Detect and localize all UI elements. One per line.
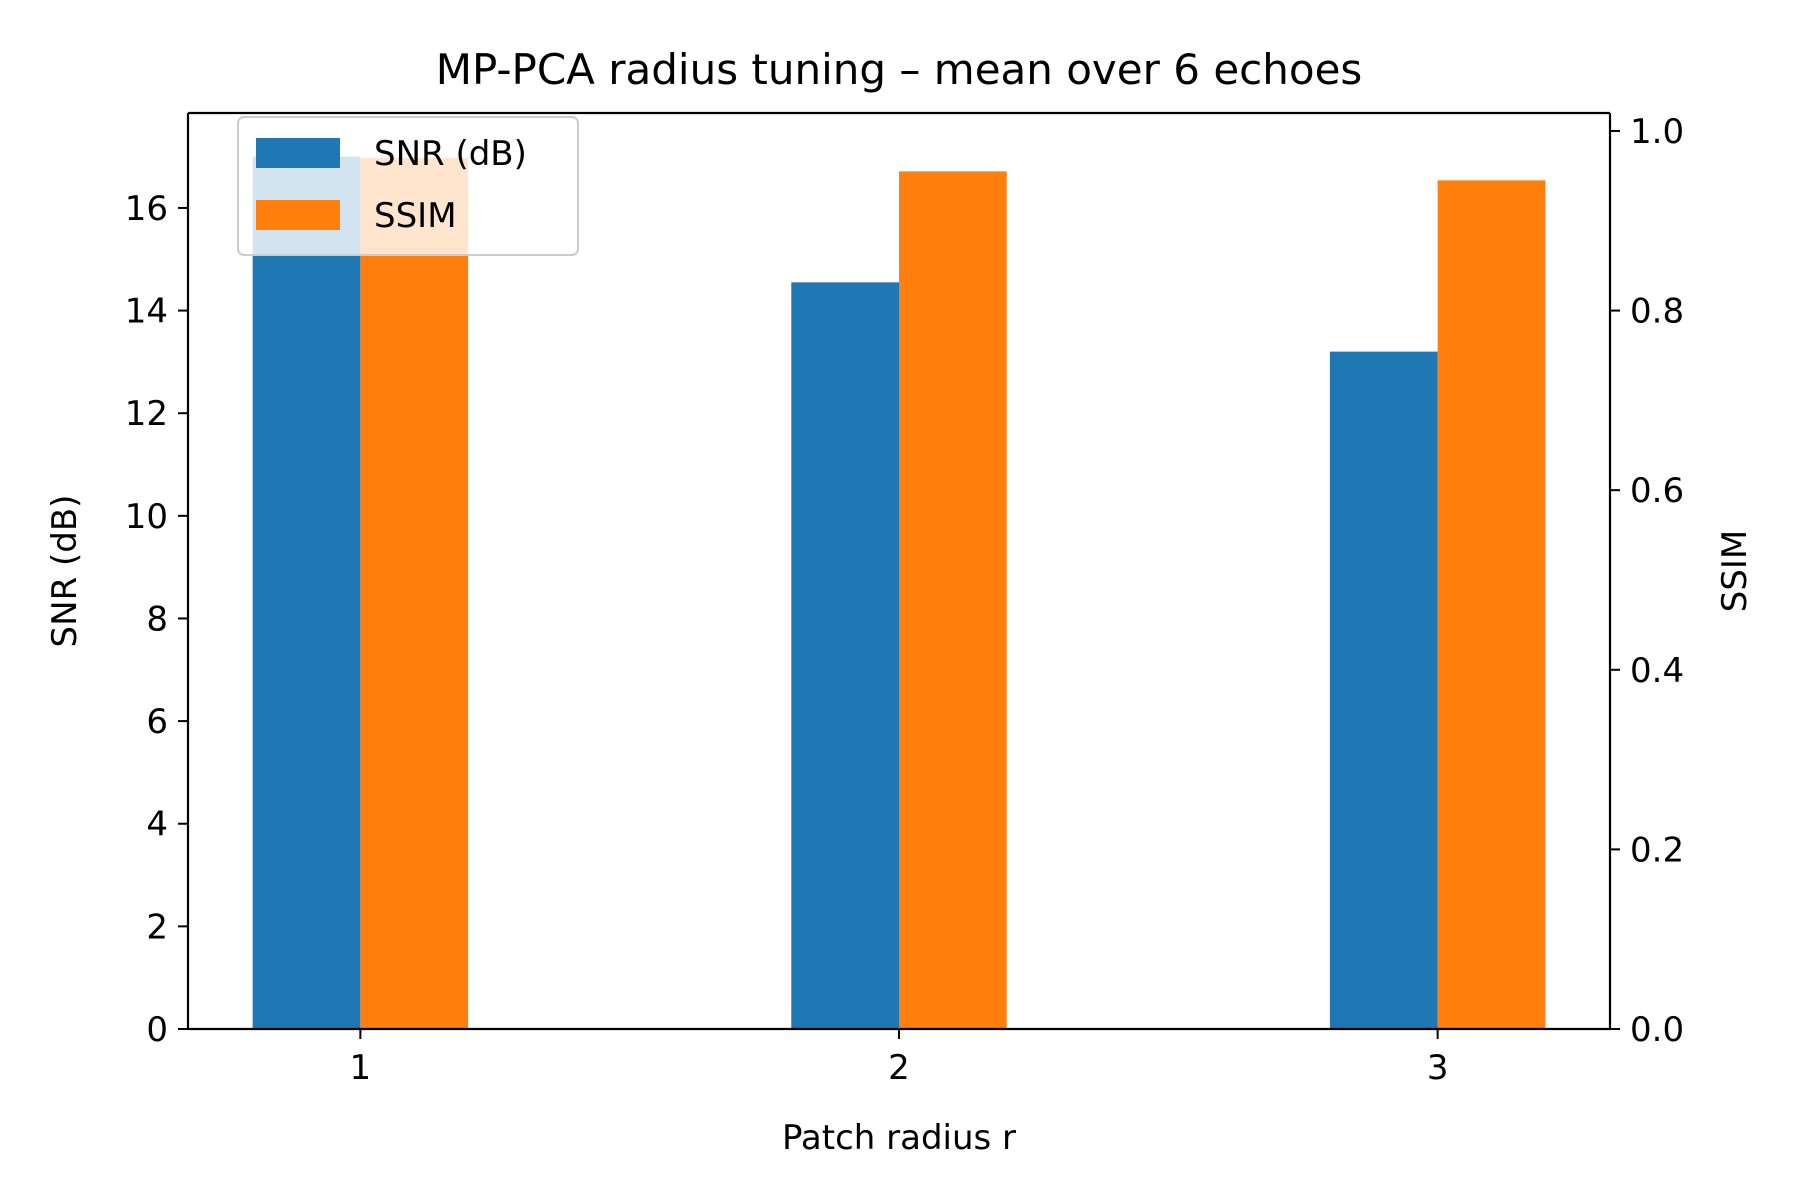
legend: SNR (dB) SSIM <box>237 116 579 256</box>
y-tick-label-left: 6 <box>146 702 168 742</box>
y-tick-label-left: 16 <box>125 189 168 229</box>
x-tick-label: 3 <box>1427 1048 1449 1088</box>
y-tick-label-left: 8 <box>146 599 168 639</box>
y-tick-label-left: 2 <box>146 907 168 947</box>
legend-label: SSIM <box>374 196 457 236</box>
legend-label: SNR (dB) <box>374 134 527 174</box>
x-axis-title: Patch radius r <box>782 1118 1016 1158</box>
y-axis-title-right: SSIM <box>1715 530 1755 613</box>
bar-ssim-r3 <box>1437 180 1546 1030</box>
y-tick-label-left: 0 <box>146 1010 168 1050</box>
bar-snr-db-r2 <box>791 282 899 1029</box>
y-tick-label-left: 10 <box>125 497 168 537</box>
bar-snr-db-r1 <box>252 156 361 1030</box>
x-tick-label: 2 <box>888 1048 910 1088</box>
y-tick-label-left: 14 <box>125 292 168 332</box>
y-tick-label-left: 12 <box>125 394 168 434</box>
chart-title: MP-PCA radius tuning – mean over 6 echoe… <box>436 45 1363 94</box>
y-tick-label-left: 4 <box>146 805 168 845</box>
y-tick-label-right: 0.4 <box>1630 651 1684 691</box>
y-tick-label-right: 0.8 <box>1630 292 1684 332</box>
bar-ssim-r2 <box>899 171 1007 1029</box>
x-tick-label: 1 <box>350 1048 372 1088</box>
bar-snr-db-r3 <box>1329 351 1438 1030</box>
legend-swatch <box>256 138 340 168</box>
legend-swatch <box>256 200 340 230</box>
y-tick-label-right: 0.6 <box>1630 471 1684 511</box>
y-axis-title-left: SNR (dB) <box>45 495 85 648</box>
y-tick-label-right: 1.0 <box>1630 112 1684 152</box>
y-tick-label-right: 0.2 <box>1630 830 1684 870</box>
bar-ssim-r1 <box>360 157 469 1029</box>
bars-layer <box>252 156 1546 1030</box>
y-tick-label-right: 0.0 <box>1630 1010 1684 1050</box>
